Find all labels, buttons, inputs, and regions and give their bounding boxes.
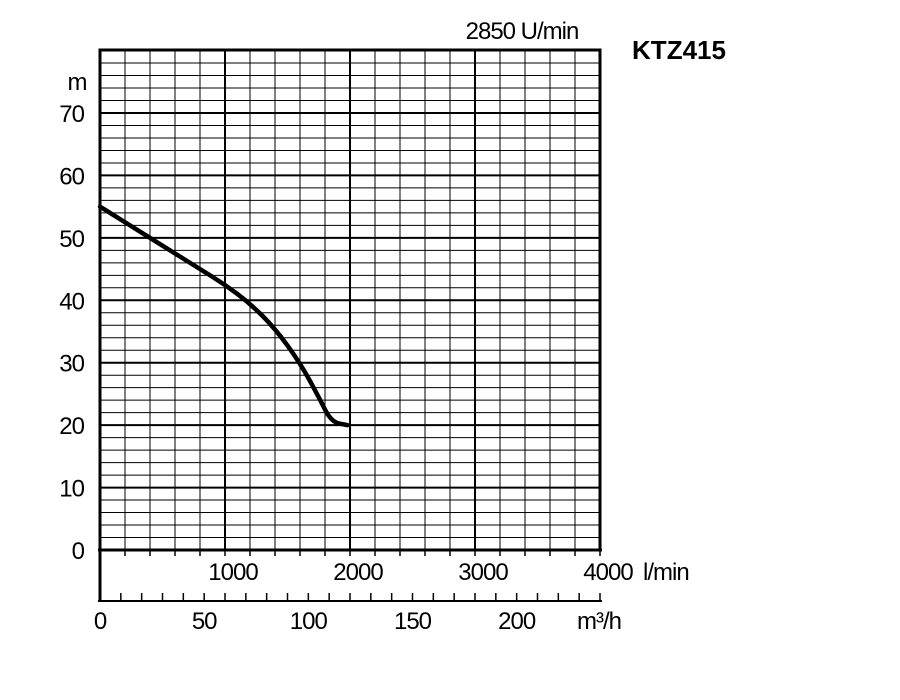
y-tick-labels: 0 10 20 30 40 50 60 70: [59, 101, 85, 565]
x-tick-label: 2000: [333, 559, 383, 586]
x2-tick-labels: 0 50 100 150 200: [94, 608, 537, 635]
x2-tick-label: 50: [192, 608, 217, 635]
y-tick-label: 60: [59, 163, 84, 190]
y-tick-label: 10: [59, 476, 84, 503]
x-tick-label: 1000: [208, 559, 258, 586]
x-tick-labels: 1000 2000 3000 4000: [208, 559, 634, 586]
y-axis-unit-label: m: [68, 69, 87, 96]
y-tick-label: 0: [72, 538, 85, 565]
pump-curve-line: [97, 204, 350, 428]
y-tick-label: 70: [59, 101, 84, 128]
x-tick-label: 4000: [583, 559, 633, 586]
y-tick-label: 30: [59, 351, 84, 378]
x2-axis-unit-label: m³/h: [577, 608, 621, 635]
x2-tick-label: 150: [394, 608, 432, 635]
model-title: KTZ415: [632, 35, 726, 65]
speed-label: 2850 U/min: [466, 18, 579, 45]
x-tick-label: 3000: [458, 559, 508, 586]
chart-frame: [98, 48, 602, 602]
x2-tick-label: 200: [498, 608, 536, 635]
x-axis-unit-label: l/min: [643, 559, 689, 586]
x2-tick-label: 0: [94, 608, 107, 635]
y-tick-label: 40: [59, 288, 84, 315]
x2-tick-label: 100: [290, 608, 328, 635]
curve-layer: [97, 204, 350, 428]
y-tick-label: 20: [59, 413, 84, 440]
y-tick-label: 50: [59, 226, 84, 253]
